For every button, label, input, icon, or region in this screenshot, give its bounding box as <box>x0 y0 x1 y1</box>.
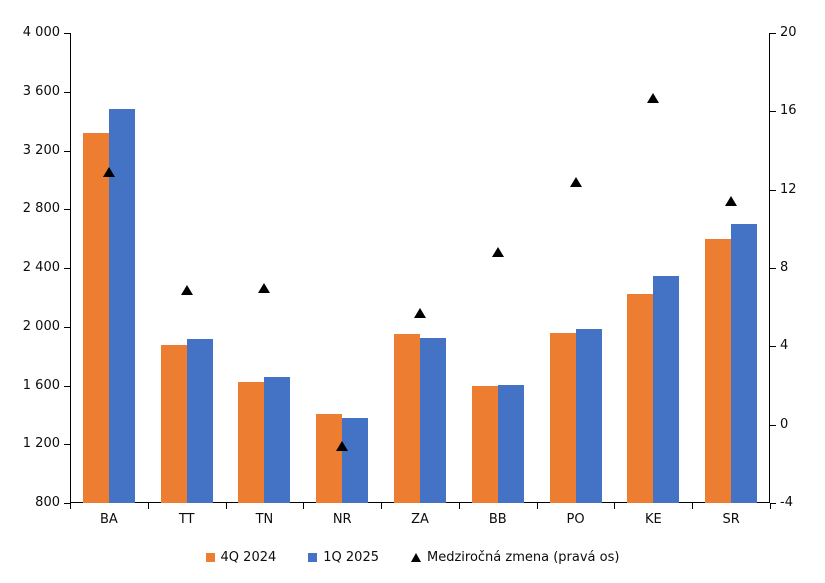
yoy-triangle-marker <box>336 441 349 452</box>
x-axis-tick <box>770 503 771 509</box>
left-axis-tick <box>64 503 70 504</box>
legend-label: Medziročná zmena (pravá os) <box>427 550 620 565</box>
legend-item-yoy-change: Medziročná zmena (pravá os) <box>411 550 619 565</box>
bar-4q-2024 <box>627 293 654 503</box>
left-axis-tick-label: 2 000 <box>22 318 60 334</box>
x-axis-tick <box>70 503 71 509</box>
x-axis-category-label: BA <box>99 512 118 527</box>
legend-label: 4Q 2024 <box>220 550 277 565</box>
left-axis-tick-label: 2 400 <box>22 260 60 275</box>
bar-4q-2024 <box>82 132 109 503</box>
x-axis-category-label: TT <box>178 512 195 527</box>
bar-1q-2025 <box>731 223 758 503</box>
right-axis-tick-label: 16 <box>780 103 797 119</box>
x-axis-tick <box>303 503 305 509</box>
left-axis-tick <box>64 33 70 34</box>
x-axis-tick <box>536 503 538 509</box>
left-axis-tick-label: 1 600 <box>22 377 60 393</box>
left-axis-tick <box>64 326 70 328</box>
right-axis-tick <box>770 346 776 348</box>
legend-item-4q2024: 4Q 2024 <box>205 550 277 565</box>
bar-1q-2025 <box>264 377 291 503</box>
bar-1q-2025 <box>497 384 524 503</box>
bar-4q-2024 <box>549 333 576 503</box>
right-axis-tick-label: 0 <box>780 416 789 432</box>
x-axis-category-label: TN <box>255 512 274 527</box>
bar-4q-2024 <box>471 385 498 503</box>
left-axis-tick <box>64 91 70 93</box>
left-axis-tick <box>64 444 70 446</box>
left-axis-tick-label: 3 600 <box>22 83 60 99</box>
left-axis-tick <box>64 150 70 152</box>
right-axis-tick <box>770 33 776 34</box>
yoy-triangle-marker <box>102 167 115 178</box>
left-axis-tick-label: 800 <box>35 495 60 510</box>
yoy-triangle-marker <box>647 92 660 103</box>
left-axis-tick <box>64 268 70 269</box>
bar-1q-2025 <box>342 417 369 503</box>
right-axis-tick-label: 20 <box>780 25 797 40</box>
bar-1q-2025 <box>653 276 680 503</box>
yoy-triangle-marker <box>569 176 582 187</box>
yoy-triangle-marker <box>258 282 271 293</box>
x-axis-tick <box>458 503 460 509</box>
right-axis-tick <box>770 189 776 191</box>
x-axis-category-label: ZA <box>411 512 429 527</box>
legend: 4Q 2024 1Q 2025 Medziročná zmena (pravá … <box>0 550 825 565</box>
x-axis-category-label: NR <box>332 512 352 527</box>
x-axis-tick <box>147 503 149 509</box>
left-axis-tick-label: 1 200 <box>22 436 60 452</box>
right-axis-tick <box>770 424 776 426</box>
right-axis-tick <box>770 111 776 113</box>
left-axis-tick-label: 3 200 <box>22 142 60 158</box>
right-axis-tick <box>770 503 776 504</box>
yoy-triangle-marker <box>180 284 193 295</box>
bar-1q-2025 <box>420 337 446 503</box>
bar-4q-2024 <box>705 238 732 503</box>
x-axis-category-label: SR <box>722 512 740 527</box>
bar-4q-2024 <box>160 345 187 503</box>
yoy-triangle-marker <box>491 247 504 258</box>
right-axis-tick <box>770 268 776 269</box>
bar-4q-2024 <box>238 381 265 503</box>
bar-1q-2025 <box>186 339 213 503</box>
legend-item-1q2025: 1Q 2025 <box>308 550 379 565</box>
orange-square-icon <box>205 553 215 562</box>
left-axis-tick <box>64 385 70 387</box>
x-axis-category-label: KE <box>644 512 662 527</box>
left-axis-tick-label: 4 000 <box>22 25 60 40</box>
x-axis-category-label: PO <box>566 512 585 527</box>
triangle-marker-icon <box>411 553 421 562</box>
right-axis-tick-label: 8 <box>780 260 789 275</box>
x-axis-tick <box>225 503 227 509</box>
left-axis-tick-label: 2 800 <box>22 201 60 217</box>
blue-square-icon <box>308 553 318 562</box>
right-axis-tick-label: -4 <box>780 495 793 510</box>
bar-4q-2024 <box>316 414 343 503</box>
yoy-triangle-marker <box>414 308 426 319</box>
bar-4q-2024 <box>394 334 420 503</box>
x-axis-category-label: BB <box>488 512 507 527</box>
x-axis-tick <box>692 503 694 509</box>
right-axis-tick-label: 4 <box>780 338 789 354</box>
x-axis-tick <box>614 503 616 509</box>
bar-1q-2025 <box>575 328 602 503</box>
right-axis-tick-label: 12 <box>780 181 797 197</box>
x-axis-tick <box>381 503 383 509</box>
legend-label: 1Q 2025 <box>323 550 379 565</box>
yoy-triangle-marker <box>725 196 738 207</box>
left-axis-tick <box>64 209 70 211</box>
